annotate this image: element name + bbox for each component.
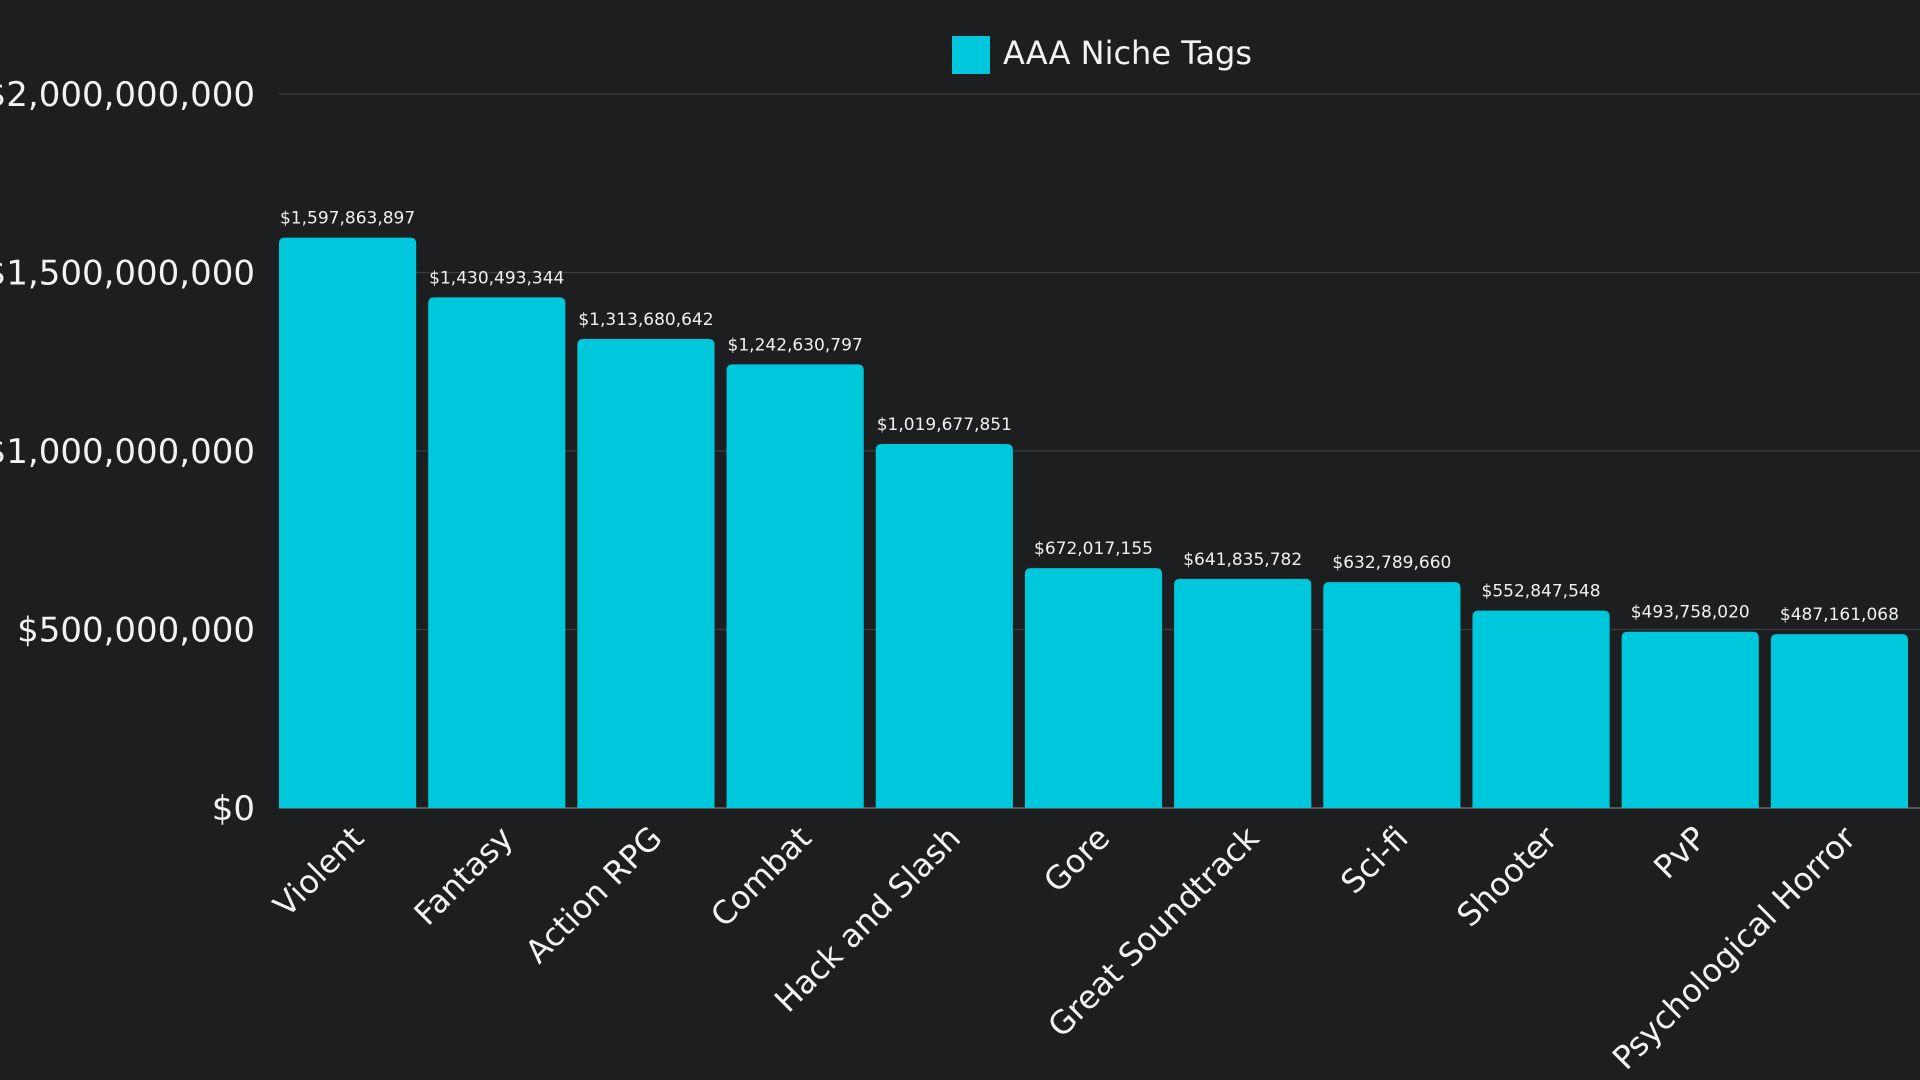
data-label: $1,242,630,797 (728, 335, 863, 355)
data-label: $493,758,020 (1631, 603, 1750, 623)
data-label: $487,161,068 (1780, 605, 1899, 625)
data-label: $1,313,680,642 (578, 310, 713, 330)
bar-great-soundtrack[interactable] (1174, 578, 1312, 808)
bar-violent[interactable] (279, 237, 417, 808)
y-tick-label: $0 (212, 789, 255, 829)
data-label: $641,835,782 (1183, 550, 1302, 570)
bar-fantasy[interactable] (428, 297, 566, 808)
bar-shooter[interactable] (1472, 610, 1610, 808)
data-label: $632,789,660 (1332, 553, 1451, 573)
y-axis-tick-labels: $0 $500,000,000 $1,000,000,000 $1,500,000,0… (0, 75, 255, 829)
data-label: $552,847,548 (1482, 582, 1601, 602)
bar-hack-and-slash[interactable] (875, 443, 1013, 808)
data-labels: $1,597,863,897 $1,430,493,344 $1,313,680,6… (280, 209, 1899, 626)
legend-swatch (952, 36, 990, 74)
legend-label: AAA Niche Tags (1003, 34, 1252, 72)
bar-sci-fi[interactable] (1323, 582, 1461, 808)
bar-gore[interactable] (1024, 568, 1163, 808)
y-tick-label: $500,000,000 (17, 611, 255, 651)
data-label: $1,597,863,897 (280, 209, 415, 229)
data-label: $672,017,155 (1034, 539, 1153, 559)
y-tick-label: $2,000,000,000 (0, 75, 255, 115)
bar-combat[interactable] (726, 364, 864, 808)
data-label: $1,430,493,344 (429, 268, 564, 288)
data-label: $1,019,677,851 (877, 415, 1012, 435)
bar-psychological-horror[interactable] (1770, 634, 1908, 808)
y-tick-label: $1,000,000,000 (0, 432, 255, 472)
y-tick-label: $1,500,000,000 (0, 254, 255, 294)
legend[interactable]: AAA Niche Tags (952, 34, 1252, 74)
bar-action-rpg[interactable] (577, 339, 715, 808)
bars (279, 237, 1908, 808)
bar-pvp[interactable] (1621, 631, 1759, 808)
